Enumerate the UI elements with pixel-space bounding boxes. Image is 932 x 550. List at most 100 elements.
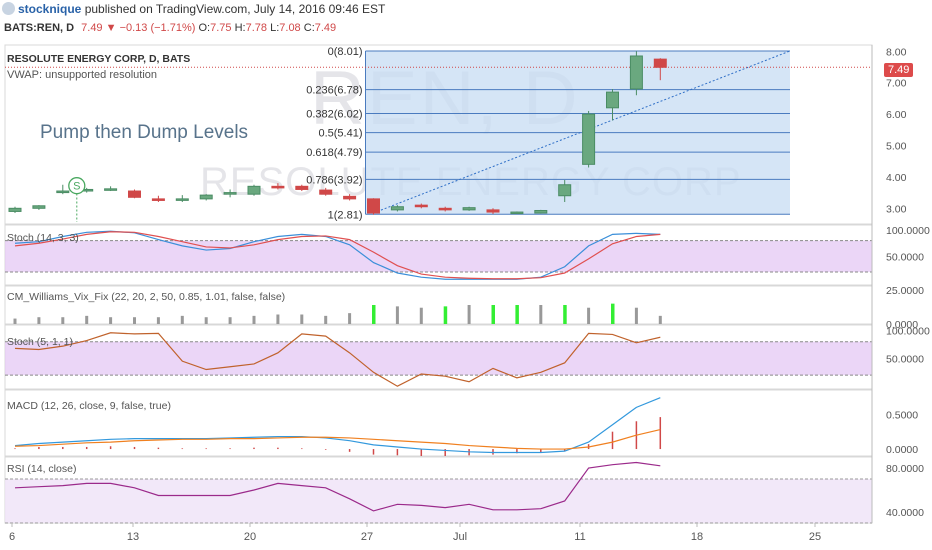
vix-bar xyxy=(61,317,65,324)
vix-bar xyxy=(611,303,615,324)
price-axis-tick: 8.00 xyxy=(886,46,907,58)
rsi-line xyxy=(14,461,661,512)
candle-body xyxy=(558,184,572,197)
candle-body xyxy=(199,194,213,200)
time-axis-tick: 11 xyxy=(574,531,585,543)
vix-label: CM_Williams_Vix_Fix (22, 20, 2, 50, 0.85… xyxy=(7,291,286,303)
candle-body xyxy=(510,211,524,215)
price-axis-tick: 7.00 xyxy=(886,78,907,90)
candle-body xyxy=(438,207,452,211)
candle-body xyxy=(271,185,285,189)
macd-label: MACD (12, 26, close, 9, false, true) xyxy=(7,400,171,412)
candle-body xyxy=(295,185,309,190)
candle-body xyxy=(247,185,261,195)
rsi-axis-tick: 40.0000 xyxy=(886,507,924,519)
vix-bar xyxy=(204,317,208,324)
vix-bar xyxy=(634,307,638,324)
stoch1-label: Stoch (14, 3, 3) xyxy=(7,232,79,244)
close-value: 7.49 xyxy=(314,22,337,34)
candle-body xyxy=(343,195,357,200)
down-arrow-icon: ▼ xyxy=(105,22,117,34)
candle-body xyxy=(414,204,428,208)
publish-header: stocknique published on TradingView.com,… xyxy=(0,2,932,20)
vix-bar xyxy=(276,314,280,324)
candle-body xyxy=(8,207,22,212)
vix-bar xyxy=(443,306,448,324)
vix-bar xyxy=(515,305,519,324)
fib-level-label: 0(8.01) xyxy=(328,46,363,58)
candle-body xyxy=(151,198,165,201)
candle-body xyxy=(582,113,596,165)
low-value: 7.08 xyxy=(279,22,301,34)
price-axis-tick: 3.00 xyxy=(886,203,907,215)
candle-body xyxy=(629,55,643,90)
candle-body xyxy=(128,190,141,198)
candle-body xyxy=(32,205,46,209)
candle-body xyxy=(319,189,333,195)
candle-body xyxy=(486,209,500,213)
vix-bar xyxy=(395,306,399,324)
vix-bar xyxy=(228,317,232,324)
time-axis-tick: Jul xyxy=(453,531,467,543)
price-change: −0.13 (−1.71%) xyxy=(119,22,196,34)
stoch-band xyxy=(5,240,872,272)
vix-bar xyxy=(419,307,423,324)
main-chart-title: RESOLUTE ENERGY CORP, D, BATS xyxy=(7,53,191,65)
vix-bar xyxy=(467,305,471,324)
vix-bar xyxy=(13,318,17,324)
last-price-tag: 7.49 xyxy=(884,63,914,77)
price-axis-tick: 4.00 xyxy=(886,172,907,184)
rsi-axis-tick: 80.0000 xyxy=(886,463,924,475)
fib-level-label: 1(2.81) xyxy=(328,209,363,221)
candle-body xyxy=(653,58,667,68)
open-label: O: xyxy=(198,22,211,34)
time-axis-tick: 25 xyxy=(809,531,821,543)
vix-bar xyxy=(491,305,495,324)
author-link[interactable]: stocknique xyxy=(18,2,82,16)
signal-line xyxy=(14,429,661,450)
vix-bar xyxy=(180,315,184,324)
symbol-bar: BATS:REN, D 7.49 ▼ −0.13 (−1.71%) O:7.75… xyxy=(0,22,932,38)
candle-body xyxy=(462,207,476,211)
stoch-line-d xyxy=(14,231,661,280)
vix-bar xyxy=(563,305,567,324)
annotation-text: Pump then Dump Levels xyxy=(40,122,249,143)
stoch-axis-tick: 100.0000 xyxy=(886,225,930,237)
macd-axis-tick: 0.5000 xyxy=(886,409,918,421)
marker-circle xyxy=(68,177,86,195)
candle-body xyxy=(175,198,189,201)
candle-body xyxy=(534,209,548,214)
marker-label: S xyxy=(73,181,80,193)
high-label: H: xyxy=(234,22,246,34)
author-avatar xyxy=(2,2,15,15)
price-axis-tick: 6.00 xyxy=(886,109,907,121)
rsi-band xyxy=(5,479,872,523)
time-axis-tick: 13 xyxy=(127,531,139,543)
candle-body xyxy=(390,206,404,211)
vix-bar xyxy=(539,305,543,324)
last-price: 7.49 xyxy=(81,22,103,34)
trend-line xyxy=(373,50,791,214)
macd-line xyxy=(14,397,661,454)
vix-bar xyxy=(658,315,662,324)
macd-axis-tick: 0.0000 xyxy=(886,444,918,456)
stoch-axis-tick: 50.0000 xyxy=(886,353,924,365)
vwap-label: VWAP: unsupported resolution xyxy=(7,69,158,81)
vix-axis-tick: 0.0000 xyxy=(886,319,918,331)
vix-bar xyxy=(133,317,136,324)
vix-axis-tick: 25.0000 xyxy=(886,285,924,297)
candle-body xyxy=(223,192,237,195)
time-axis-tick: 27 xyxy=(361,531,373,543)
vix-bar xyxy=(109,317,113,324)
vix-bar xyxy=(252,315,256,324)
candle-body xyxy=(367,198,380,214)
low-label: L: xyxy=(270,22,280,34)
time-axis-tick: 20 xyxy=(244,531,256,543)
stoch-axis-tick: 50.0000 xyxy=(886,251,924,263)
close-label: C: xyxy=(303,22,315,34)
vix-bar xyxy=(372,305,376,324)
vix-bar xyxy=(348,313,352,324)
vix-bar xyxy=(300,314,304,324)
fib-level-label: 0.618(4.79) xyxy=(306,147,362,159)
